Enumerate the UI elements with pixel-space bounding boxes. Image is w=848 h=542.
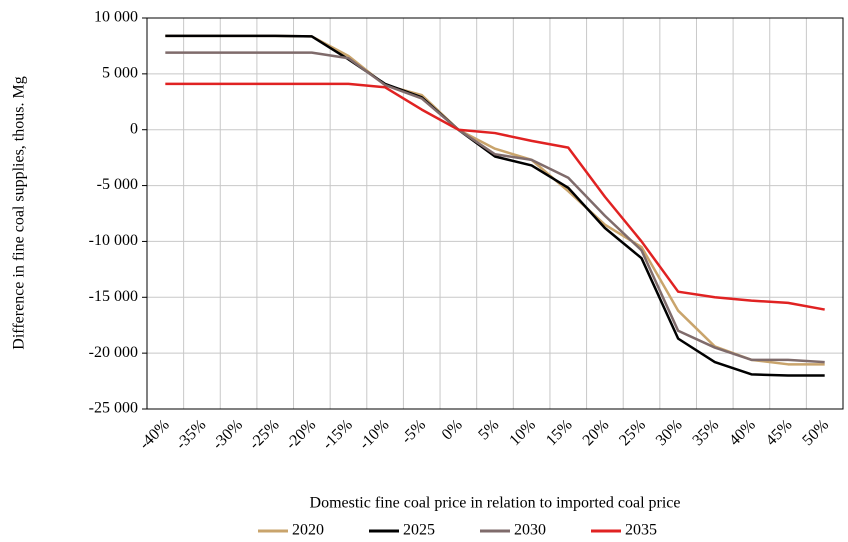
x-tick-label: 45% [763,416,796,449]
y-tick-label: -25 000 [89,400,138,417]
legend-label: 2035 [625,522,657,539]
x-tick-label: 15% [543,416,576,449]
y-tick-label: 10 000 [94,9,138,26]
x-tick-label: -30% [209,416,246,453]
legend-label: 2020 [292,522,324,539]
plot-frame [146,17,844,410]
x-tick-label: 5% [475,416,502,443]
x-tick-label: 50% [799,416,832,449]
x-tick-label: -35% [173,416,210,453]
series-line [165,34,825,377]
x-tick-label: -5% [398,416,429,447]
y-tick-label: -5 000 [97,176,138,193]
y-tick-label: -15 000 [89,288,138,305]
y-axis-title: Difference in fine coal supplies, thous.… [11,76,28,349]
x-tick-label: 10% [506,416,539,449]
y-tick-label: 5 000 [102,65,138,82]
y-tick-label: 0 [130,120,138,137]
x-tick-label: 25% [616,416,649,449]
x-tick-label: 0% [439,416,466,443]
x-tick-label: 30% [653,416,686,449]
legend-label: 2025 [403,522,435,539]
x-tick-label: -15% [319,416,356,453]
series-line [165,82,825,311]
y-tick-label: -10 000 [89,232,138,249]
x-tick-label: 40% [726,416,759,449]
x-tick-label: -10% [356,416,393,453]
x-tick-label: 20% [580,416,613,449]
x-tick-label: 35% [689,416,722,449]
x-tick-label: -40% [136,416,173,453]
x-axis-title: Domestic fine coal price in relation to … [310,495,681,512]
series-line [165,51,825,364]
x-tick-label: -25% [246,416,283,453]
x-tick-label: -20% [283,416,320,453]
legend-label: 2030 [514,522,546,539]
y-tick-label: -20 000 [89,344,138,361]
